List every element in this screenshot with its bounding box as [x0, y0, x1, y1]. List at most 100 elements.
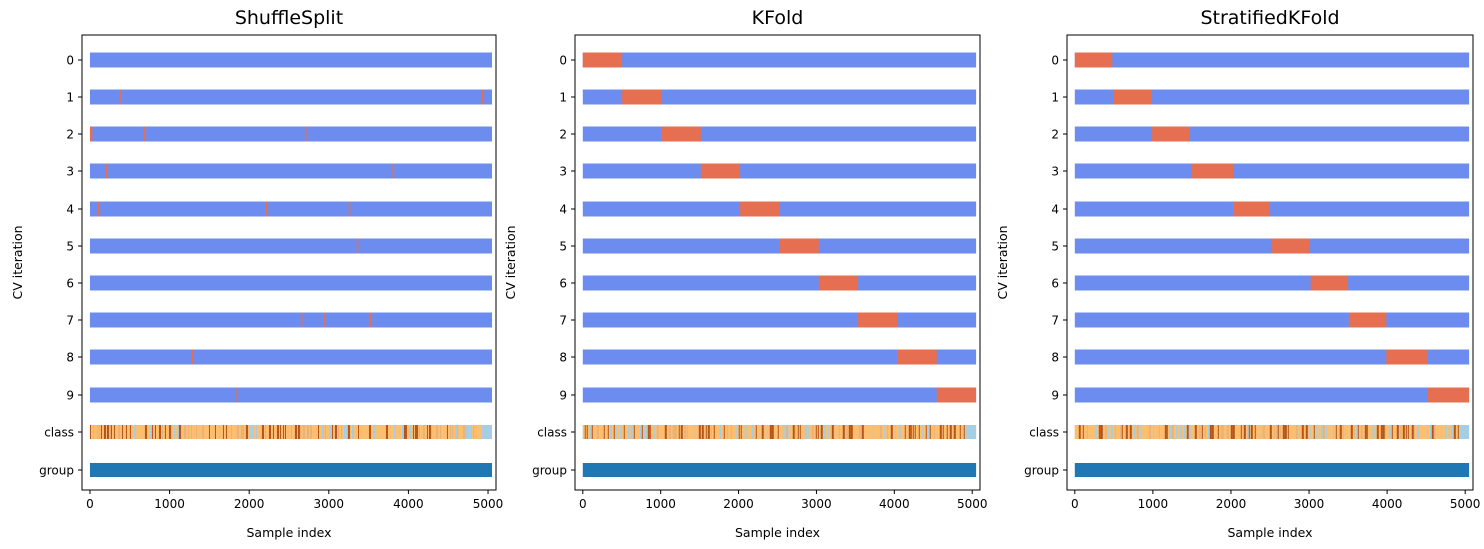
class-stripe [451, 425, 453, 439]
test-segment [89, 126, 93, 142]
class-stripe [1094, 425, 1097, 439]
y-tick-label: group [39, 464, 74, 478]
class-stripe [364, 425, 366, 439]
class-stripe [623, 425, 625, 439]
class-stripe [1453, 425, 1456, 439]
class-stripe [389, 425, 392, 439]
class-stripe [1211, 425, 1214, 439]
class-stripe [1305, 425, 1308, 439]
class-stripe [771, 425, 774, 439]
class-stripe [249, 425, 251, 439]
train-bar [1074, 52, 1470, 68]
class-stripe [1269, 425, 1272, 439]
x-axis-label: Sample index [1227, 525, 1312, 540]
class-stripe [372, 425, 375, 439]
class-stripe [1104, 425, 1107, 439]
class-stripe [100, 425, 102, 439]
class-stripe [1260, 425, 1262, 439]
class-stripe [668, 425, 671, 439]
class-stripe [820, 425, 823, 439]
class-stripe [1250, 425, 1253, 439]
y-tick-label: 9 [66, 389, 74, 403]
class-stripe [615, 425, 617, 439]
test-segment [740, 201, 780, 217]
train-bar [1074, 201, 1470, 217]
class-stripe [858, 425, 861, 439]
class-stripe [1078, 425, 1081, 439]
class-stripe [192, 425, 194, 439]
x-tick-label: 1000 [1138, 497, 1169, 511]
class-stripe [96, 425, 98, 439]
class-stripe [393, 425, 395, 439]
class-stripe [834, 425, 836, 439]
class-stripe [777, 425, 779, 439]
class-stripe [466, 425, 469, 439]
test-segment [661, 126, 701, 142]
class-stripe [1402, 425, 1405, 439]
group-bar [582, 463, 977, 477]
x-tick-label: 3000 [801, 497, 832, 511]
y-tick-label: 2 [66, 128, 74, 142]
class-stripe [1119, 425, 1122, 439]
test-segment [97, 201, 100, 217]
y-tick-label: 2 [1051, 128, 1059, 142]
class-stripe [730, 425, 732, 439]
class-stripe [245, 425, 248, 439]
class-stripe [328, 425, 331, 439]
class-stripe [1426, 425, 1428, 439]
class-stripe [1074, 425, 1076, 439]
class-stripe [1444, 425, 1447, 439]
y-tick-label: 0 [66, 54, 74, 68]
class-stripe [1366, 425, 1368, 439]
class-stripe [464, 425, 467, 439]
class-stripe [251, 425, 254, 439]
class-stripe [469, 425, 472, 439]
class-stripe [1384, 425, 1386, 439]
class-stripe [1420, 425, 1422, 439]
class-stripe [1315, 425, 1317, 439]
class-stripe [89, 425, 91, 439]
class-stripe [454, 425, 457, 439]
class-stripe [1226, 425, 1229, 439]
class-stripe [403, 425, 406, 439]
y-tick-label: 6 [1051, 277, 1059, 291]
train-bar [89, 89, 493, 105]
class-stripe [1086, 425, 1088, 439]
class-stripe [482, 425, 493, 439]
class-stripe [660, 425, 662, 439]
class-stripe [690, 425, 693, 439]
class-stripe [279, 425, 281, 439]
class-stripe [733, 425, 735, 439]
cv-iteration-row [582, 89, 977, 105]
class-stripe [1353, 425, 1355, 439]
class-stripe [299, 425, 301, 439]
class-stripe [1459, 425, 1470, 439]
class-stripe [1313, 425, 1315, 439]
class-stripe [790, 425, 792, 439]
class-stripe [678, 425, 680, 439]
test-segment [622, 89, 662, 105]
class-stripe [1380, 425, 1383, 439]
class-stripe [103, 425, 106, 439]
class-stripe [966, 425, 977, 439]
class-stripe [472, 425, 474, 439]
test-segment [300, 312, 303, 328]
class-stripe [418, 425, 420, 439]
class-stripe [173, 425, 175, 439]
class-stripe [831, 425, 834, 439]
train-bar [582, 52, 977, 68]
class-stripe [715, 425, 718, 439]
test-segment [1427, 387, 1470, 403]
class-stripe [345, 425, 348, 439]
test-segment [304, 126, 307, 142]
class-stripe [827, 425, 829, 439]
train-bar [582, 387, 977, 403]
class-stripe [1183, 425, 1186, 439]
x-tick-label: 0 [579, 497, 587, 511]
y-tick-label: 0 [1051, 54, 1059, 68]
class-stripe [106, 425, 109, 439]
cv-iteration-row [89, 126, 493, 142]
panel-2: StratifiedKFold 0 1 2 3 4 5 6 7 8 9 class group 0 1000… [995, 7, 1480, 540]
class-stripe [1262, 425, 1265, 439]
class-stripe [672, 425, 675, 439]
